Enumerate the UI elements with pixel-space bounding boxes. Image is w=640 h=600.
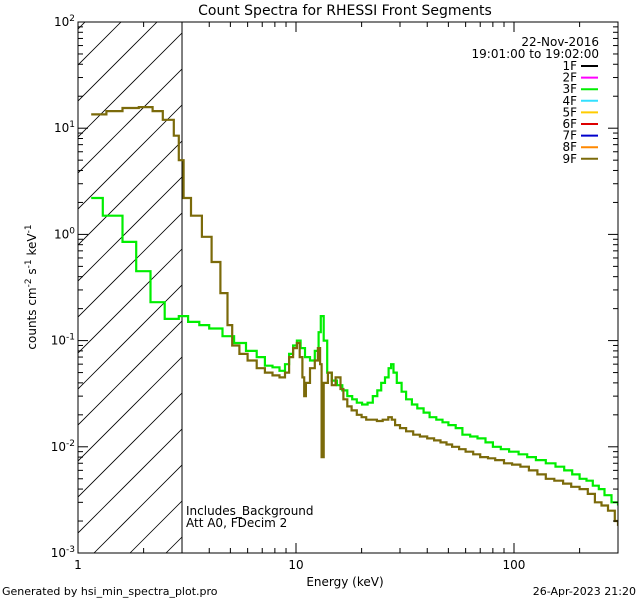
chart-title: Count Spectra for RHESSI Front Segments bbox=[198, 3, 492, 19]
series-layer bbox=[91, 106, 618, 526]
legend-label-2F: 2F bbox=[562, 71, 577, 85]
legend-label-6F: 6F bbox=[562, 117, 577, 131]
axis-ticks bbox=[77, 21, 619, 554]
series-3F-line bbox=[91, 196, 618, 506]
x-tick-label: 10 bbox=[288, 558, 303, 572]
date-label: 22-Nov-2016 bbox=[521, 35, 599, 49]
y-tick-label: 101 bbox=[54, 120, 75, 135]
hatch-line bbox=[78, 22, 230, 174]
y-tick-labels: 10-3 10-2 10-1 100 101 102 bbox=[51, 14, 76, 560]
x-tick-label: 100 bbox=[503, 558, 526, 572]
y-tick-label: 102 bbox=[54, 14, 75, 29]
excluded-region-hatch bbox=[78, 22, 618, 553]
legend-label-7F: 7F bbox=[562, 129, 577, 143]
generated-by-footer: Generated by hsi_min_spectra_plot.pro bbox=[2, 585, 218, 598]
attenuator-annotation: Att A0, FDecim 2 bbox=[186, 516, 287, 530]
y-axis-label: counts cm-2 s-1 keV-1 bbox=[24, 224, 39, 349]
legend-label-3F: 3F bbox=[562, 82, 577, 96]
y-tick-label: 10-2 bbox=[51, 439, 75, 454]
legend-label-8F: 8F bbox=[562, 140, 577, 154]
plot-frame bbox=[77, 21, 619, 554]
hatch-line bbox=[78, 22, 194, 138]
legend-label-1F: 1F bbox=[562, 59, 577, 73]
hatch-mask bbox=[182, 22, 618, 553]
x-tick-labels: 1 10 100 bbox=[74, 558, 525, 572]
legend-label-9F: 9F bbox=[562, 152, 577, 166]
legend-label-4F: 4F bbox=[562, 94, 577, 108]
time-range-label: 19:01:00 to 19:02:00 bbox=[472, 47, 599, 61]
y-tick-label: 10-3 bbox=[51, 545, 75, 560]
timestamp-footer: 26-Apr-2023 21:20 bbox=[533, 585, 636, 598]
legend-label-5F: 5F bbox=[562, 105, 577, 119]
series-9F-line bbox=[91, 106, 618, 526]
x-tick-label: 1 bbox=[74, 558, 82, 572]
background-annotation: Includes_Background bbox=[186, 504, 314, 518]
hatch-line bbox=[78, 22, 158, 102]
y-tick-label: 100 bbox=[54, 226, 75, 241]
x-axis-label: Energy (keV) bbox=[306, 575, 383, 589]
y-tick-label: 10-1 bbox=[51, 333, 75, 348]
